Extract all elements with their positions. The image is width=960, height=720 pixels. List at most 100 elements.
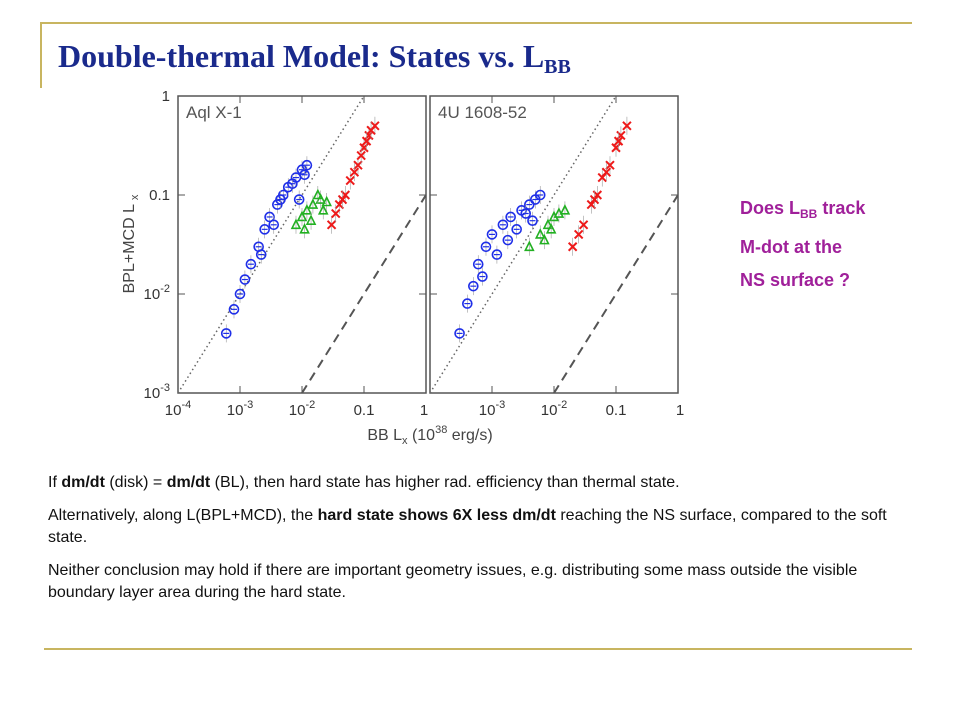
data-point-red bbox=[345, 175, 355, 186]
x-tick-label: 0.1 bbox=[354, 402, 375, 419]
data-point-green bbox=[296, 210, 308, 222]
data-point-green bbox=[559, 204, 571, 215]
y-tick-label: 1 bbox=[162, 88, 170, 105]
paragraph-2: Alternatively, along L(BPL+MCD), the har… bbox=[48, 507, 887, 546]
data-point-red bbox=[356, 150, 366, 161]
data-point-green bbox=[534, 228, 546, 239]
data-point-red bbox=[616, 130, 626, 141]
reference-line-dashed bbox=[301, 194, 426, 393]
data-point-red bbox=[578, 220, 589, 230]
data-point-green bbox=[539, 233, 550, 245]
y-axis-label: BPL+MCD L x bbox=[121, 194, 141, 293]
title-subscript: BB bbox=[544, 56, 571, 78]
data-layer-2 bbox=[430, 96, 678, 393]
data-point-blue bbox=[502, 234, 514, 246]
frame-bottom-rule bbox=[44, 648, 912, 650]
data-point-blue bbox=[220, 328, 232, 339]
side-question: Does LBB track M-dot at the NS surface ? bbox=[740, 192, 865, 297]
data-point-red bbox=[622, 121, 632, 131]
data-point-red bbox=[353, 160, 363, 170]
y-tick-label: 0.1 bbox=[149, 187, 170, 204]
data-point-blue bbox=[505, 211, 516, 223]
x-tick-label: 10-3 bbox=[479, 399, 505, 419]
x-tick-label: 10-3 bbox=[227, 399, 253, 419]
side-question-line3: NS surface ? bbox=[740, 270, 851, 290]
x-tick-label: 0.1 bbox=[606, 402, 627, 419]
data-point-green bbox=[301, 204, 313, 215]
data-point-blue bbox=[462, 298, 473, 309]
data-point-green bbox=[299, 223, 310, 234]
data-point-red bbox=[567, 242, 578, 252]
data-point-green bbox=[524, 240, 535, 252]
data-point-red bbox=[605, 160, 615, 170]
y-tick-label: 10-3 bbox=[144, 382, 170, 402]
data-layer-1 bbox=[178, 96, 426, 393]
data-point-blue bbox=[527, 215, 538, 227]
data-point-blue bbox=[228, 304, 240, 315]
paragraph-3: Neither conclusion may hold if there are… bbox=[48, 562, 858, 601]
x-tick-label: 1 bbox=[420, 402, 428, 419]
data-point-blue bbox=[497, 219, 509, 231]
data-point-red bbox=[573, 229, 584, 240]
side-question-line2: M-dot at the bbox=[740, 237, 842, 257]
data-point-blue bbox=[454, 328, 465, 339]
data-point-blue bbox=[255, 249, 267, 260]
x-axis-label: BB Lx (1038 erg/s) bbox=[367, 424, 492, 447]
data-point-red bbox=[589, 194, 600, 205]
data-point-blue bbox=[480, 241, 492, 253]
data-point-green bbox=[545, 223, 557, 234]
x-tick-label: 10-2 bbox=[541, 399, 567, 419]
plot-frame-2 bbox=[429, 95, 679, 394]
reference-line-dotted bbox=[178, 96, 365, 393]
data-point-red bbox=[331, 208, 341, 219]
data-point-blue bbox=[239, 274, 251, 285]
data-point-green bbox=[542, 218, 554, 230]
x-tick-label: 10-4 bbox=[165, 399, 191, 419]
slide-title: Double-thermal Model: States vs. LBB bbox=[58, 38, 571, 79]
data-point-green bbox=[307, 198, 319, 209]
data-point-blue bbox=[245, 258, 257, 270]
data-point-blue bbox=[234, 288, 246, 300]
data-point-red bbox=[326, 220, 337, 230]
plot-frame-1 bbox=[177, 95, 427, 394]
data-point-red bbox=[613, 136, 624, 146]
panel-title-2: 4U 1608-52 bbox=[438, 103, 527, 122]
data-point-blue bbox=[477, 271, 488, 282]
panel-title-1: Aql X-1 bbox=[186, 103, 242, 122]
data-point-blue bbox=[491, 249, 503, 260]
data-point-red bbox=[349, 167, 360, 177]
data-point-blue bbox=[287, 178, 298, 190]
data-point-blue bbox=[534, 189, 546, 201]
data-point-green bbox=[305, 214, 317, 226]
data-point-blue bbox=[264, 211, 275, 223]
data-point-blue bbox=[468, 280, 479, 292]
paragraph-1: If dm/dt (disk) = dm/dt (BL), then hard … bbox=[48, 474, 680, 491]
data-point-red bbox=[366, 125, 376, 136]
data-point-red bbox=[334, 199, 345, 210]
data-point-blue bbox=[259, 224, 270, 235]
data-point-blue bbox=[301, 159, 313, 171]
data-point-green bbox=[317, 204, 329, 215]
data-point-blue bbox=[486, 229, 498, 240]
x-tick-label: 1 bbox=[676, 402, 684, 419]
data-point-blue bbox=[293, 194, 305, 205]
y-tick-label: 10-2 bbox=[144, 283, 170, 303]
data-point-green bbox=[312, 188, 324, 200]
data-point-blue bbox=[275, 194, 286, 205]
data-point-blue bbox=[299, 169, 310, 181]
data-point-red bbox=[601, 167, 612, 177]
data-point-blue bbox=[472, 258, 484, 270]
data-point-blue bbox=[511, 224, 522, 235]
data-point-blue bbox=[520, 208, 532, 219]
reference-line-dotted bbox=[430, 96, 617, 393]
data-point-red bbox=[337, 194, 348, 205]
data-point-red bbox=[586, 199, 597, 210]
data-point-red bbox=[361, 136, 372, 146]
frame-top-rule bbox=[40, 22, 912, 24]
frame-left-rule bbox=[40, 22, 42, 88]
reference-line-dashed bbox=[553, 194, 678, 393]
data-point-green bbox=[290, 218, 302, 230]
body-text: If dm/dt (disk) = dm/dt (BL), then hard … bbox=[48, 472, 910, 615]
x-tick-label: 10-2 bbox=[289, 399, 315, 419]
side-question-line1: Does LBB track bbox=[740, 198, 866, 221]
